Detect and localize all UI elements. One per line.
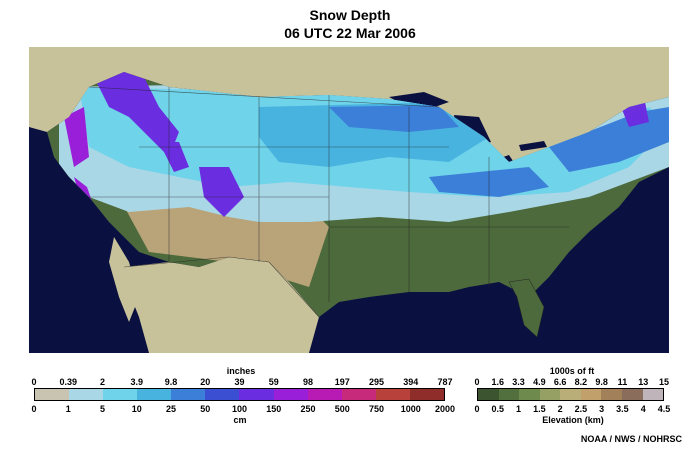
legend-tick-label: 150 [266, 404, 282, 414]
lake-ontario [519, 141, 547, 151]
snow-wasatch [159, 142, 189, 172]
legend-tick-label: 1 [516, 404, 522, 414]
legend-swatch [239, 389, 274, 400]
legend-tick-label: 250 [300, 404, 316, 414]
legend-tick-label: 2 [557, 404, 563, 414]
legend-swatch [69, 389, 104, 400]
legend-swatch [519, 389, 540, 400]
legend-swatch [307, 389, 342, 400]
legend-tick-label: 59 [268, 377, 279, 387]
legend-tick-label: 4.5 [657, 404, 671, 414]
legend-tick-label: 3.5 [616, 404, 629, 414]
elevation-color-bar [477, 388, 664, 401]
legend-tick-label: 11 [617, 377, 628, 387]
mexico-land [124, 257, 319, 353]
legend-tick-label: 25 [165, 404, 177, 414]
legend-tick-label: 0.39 [59, 377, 78, 387]
legend-swatch [601, 389, 622, 400]
legend-tick-label: 4.9 [533, 377, 546, 387]
legend-tick-label: 100 [231, 404, 248, 414]
snow-depth-map [29, 47, 669, 353]
legend-tick-label: 1 [65, 404, 71, 414]
border-canada [88, 86, 440, 108]
legend-tick-label: 197 [334, 377, 350, 387]
legend-swatch [409, 389, 444, 400]
legend-tick-label: 13 [638, 377, 649, 387]
snow-color-bar [34, 388, 445, 401]
legend-swatch [621, 389, 643, 400]
florida [508, 278, 545, 338]
legend-tick-label: 787 [437, 377, 453, 387]
legend-swatch [498, 389, 520, 400]
snow-blue-band [329, 105, 459, 132]
legend-tick-label: 98 [302, 377, 314, 387]
legend-swatch [560, 389, 581, 400]
legend-tick-label: 0 [474, 404, 480, 414]
legend-swatch [341, 389, 376, 400]
legend-tick-label: 0.5 [491, 404, 505, 414]
legend-swatch [273, 389, 308, 400]
legend-tick-label: 15 [658, 377, 670, 387]
legend-tick-label: 5 [99, 404, 106, 414]
map-subtitle: 06 UTC 22 Mar 2006 [284, 25, 416, 41]
legend-tick-label: 10 [131, 404, 142, 414]
legend-tick-label: 0 [31, 377, 37, 387]
legend-tick-label: 750 [368, 404, 385, 414]
credit-text: NOAA / NWS / NOHRSC [580, 434, 682, 444]
legend-swatch [375, 389, 410, 400]
legend-swatch [580, 389, 602, 400]
legend-tick-label: 4 [640, 404, 646, 414]
snow-legend-bottom-unit: cm [233, 415, 247, 425]
legend-tick-label: 0 [31, 404, 37, 414]
legend-swatch [137, 389, 172, 400]
legend-tick-label: 1000 [400, 404, 421, 414]
legend-tick-label: 3 [599, 404, 605, 414]
map-title: Snow Depth [309, 7, 391, 23]
legend-tick-label: 394 [403, 377, 419, 387]
legend-tick-label: 295 [368, 377, 385, 387]
legend-tick-label: 1.5 [533, 404, 546, 414]
snow-rockies [89, 72, 179, 157]
snow-colorado [199, 167, 244, 217]
legend-tick-label: 0 [474, 377, 480, 387]
legend-tick-label: 500 [334, 404, 350, 414]
elevation-legend-top-unit: 1000s of ft [549, 366, 595, 376]
legend-swatch [171, 389, 206, 400]
legend-tick-label: 3.9 [130, 377, 144, 387]
snow-cascades [64, 107, 89, 167]
legend-tick-label: 9.8 [164, 377, 178, 387]
legend-tick-label: 2 [99, 377, 106, 387]
legend-tick-label: 1.6 [491, 377, 505, 387]
legend-tick-label: 8.2 [574, 377, 588, 387]
legend-tick-label: 50 [200, 404, 211, 414]
legend-tick-label: 2000 [434, 404, 456, 414]
elevation-legend-bottom-unit: Elevation (km) [542, 415, 604, 425]
legend-swatch [478, 389, 499, 400]
legend-swatch [642, 389, 664, 400]
legend-tick-label: 9.8 [595, 377, 608, 387]
legend-tick-label: 2.5 [574, 404, 588, 414]
legend-swatch [539, 389, 561, 400]
legend-tick-label: 39 [234, 377, 245, 387]
legend-tick-label: 20 [200, 377, 211, 387]
canada-land [29, 47, 669, 162]
legend-tick-label: 6.6 [553, 377, 567, 387]
legend-swatch [103, 389, 138, 400]
legend-tick-label: 3.3 [512, 377, 525, 387]
snow-legend-top-unit: inches [226, 366, 256, 376]
baja-land [109, 237, 139, 322]
legend-swatch [35, 389, 70, 400]
legend-swatch [205, 389, 240, 400]
border-mexico [123, 256, 320, 318]
